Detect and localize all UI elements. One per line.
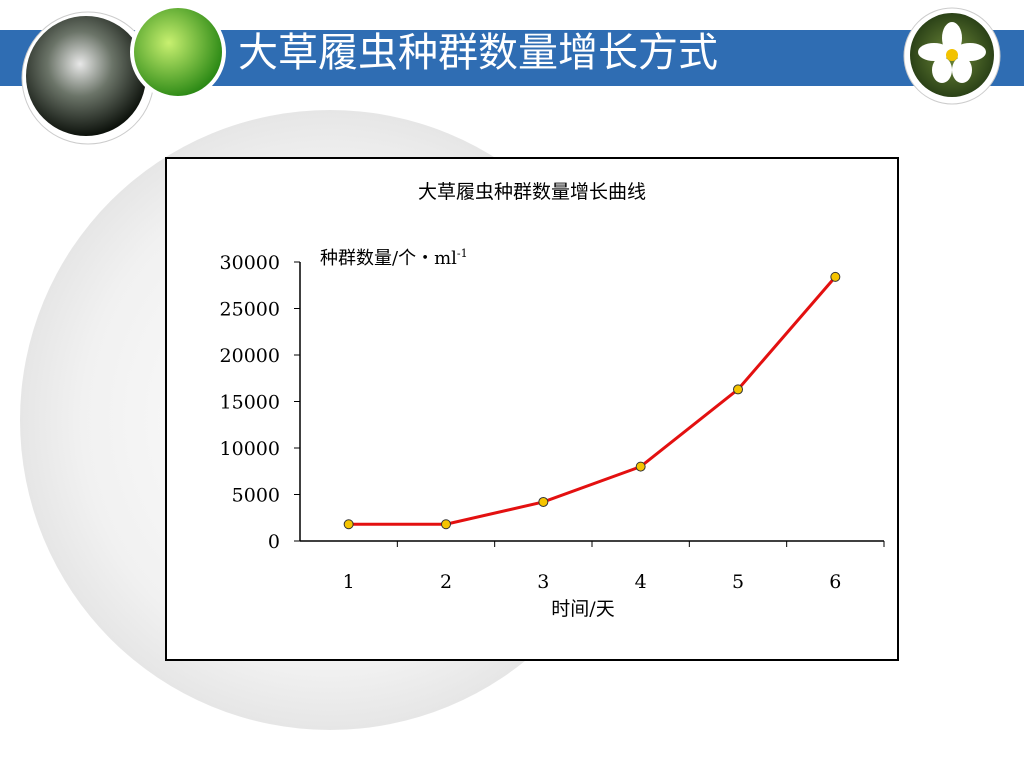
y-tick-label: 25000 [220,299,280,321]
flower [918,22,986,83]
dandelion-image [26,16,146,136]
leaf-image [130,4,226,100]
data-point [343,519,354,530]
slide-title: 大草履虫种群数量增长方式 [238,30,718,76]
chart-frame [165,157,899,661]
y-tick-label: 10000 [220,438,280,460]
y-axis-label: 种群数量/个・ml-1 [320,247,468,269]
x-tick-label: 3 [537,571,549,593]
data-point [441,519,451,530]
data-point [830,271,841,282]
y-tick-label: 15000 [220,392,280,414]
y-tick-label: 30000 [220,252,280,274]
x-axis-label: 时间/天 [551,598,614,620]
chart-title: 大草履虫种群数量增长曲线 [418,181,646,203]
data-point [538,496,549,507]
y-tick-label: 0 [268,531,280,553]
x-tick-label: 5 [732,571,744,593]
y-axis-label-sup: -1 [457,247,468,260]
y-axis-label-text: 种群数量/个・ml [320,248,457,269]
y-tick-label: 5000 [232,485,280,507]
x-tick-label: 2 [440,571,452,593]
x-tick-label: 1 [343,571,355,593]
x-tick-label: 6 [829,571,841,593]
data-point [733,384,743,395]
data-point [635,461,646,472]
x-tick-label: 4 [635,571,647,593]
series-line [348,275,837,526]
y-tick-label: 20000 [220,345,280,367]
